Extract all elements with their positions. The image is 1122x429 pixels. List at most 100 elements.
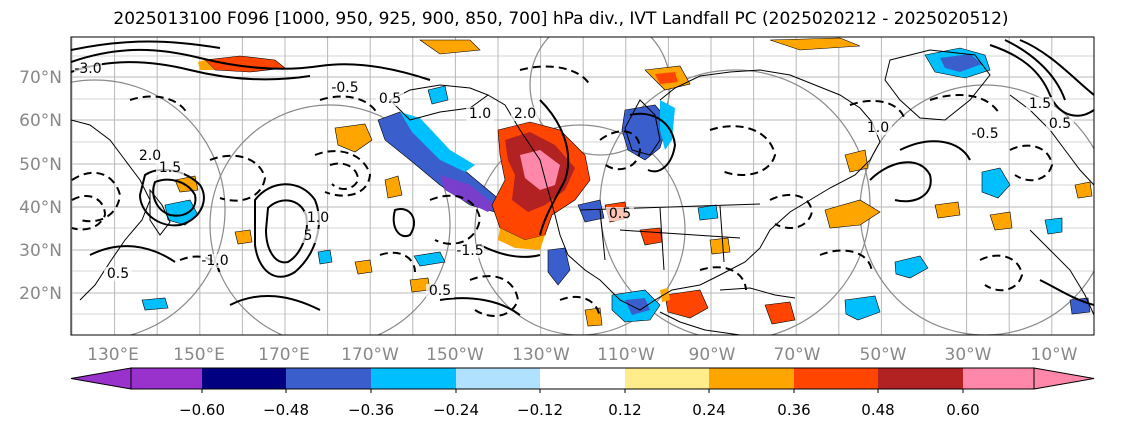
colorbar-bin <box>625 368 709 389</box>
neg-fill-pacific-edge <box>400 112 475 172</box>
contour-labels: -3.02.01.50.5-1.01.05-0.50.51.0 2.00.5-1.… <box>74 61 1074 299</box>
map-title: 2025013100 F096 [1000, 950, 925, 900, 85… <box>113 9 1009 29</box>
contour-label: 5 <box>304 228 313 244</box>
contour-na-center <box>629 112 677 173</box>
contour-label: 0.5 <box>429 283 451 299</box>
coast-caribbean <box>719 287 796 299</box>
colorbar: −0.60 −0.48 −0.36 −0.24 −0.12 0.12 0.24 0.36 0.4… <box>70 367 1095 419</box>
colorbar-bin <box>963 368 1034 389</box>
contour-label: 0.5 <box>379 91 401 107</box>
contour-label: -0.5 <box>331 80 358 96</box>
pos-fill-main-core <box>520 150 560 190</box>
neg-fill-east-atl <box>894 255 929 279</box>
colorbar-tick-label: −0.12 <box>517 401 563 419</box>
dashed-contour-18 <box>319 95 379 116</box>
dashed-contour-7 <box>599 130 642 171</box>
lon-label: 70°W <box>774 345 821 365</box>
colorbar-bin <box>456 368 540 389</box>
pos-fill-nepac <box>334 123 373 153</box>
contour-atlantic <box>869 161 932 203</box>
dashed-contour-13 <box>699 266 747 291</box>
contour-east-arctic-2 <box>1004 39 1066 101</box>
dashed-contour-14 <box>819 249 873 273</box>
neg-fill-small-4 <box>577 199 605 223</box>
coast-central-america <box>659 311 741 335</box>
dashed-contour-3 <box>209 154 267 202</box>
colorbar-bin <box>794 368 878 389</box>
lon-label: 150°E <box>173 345 225 365</box>
lat-label: 60°N <box>19 111 62 131</box>
neg-fill-small-3 <box>317 249 333 265</box>
contour-label: -0.5 <box>971 126 998 142</box>
pos-fill-arctic-2 <box>419 39 481 55</box>
dashed-contour-4 <box>314 150 372 197</box>
contour-label: 1.0 <box>867 120 889 136</box>
lon-label: 150°W <box>426 345 484 365</box>
pos-fill-main-edge <box>498 228 545 250</box>
contour-arctic-west-2 <box>71 61 311 81</box>
contour-arctic-west <box>71 48 431 81</box>
neg-fill-small-2 <box>141 297 169 311</box>
contour-label: 1.5 <box>1029 96 1051 112</box>
lon-label: 90°W <box>689 345 736 365</box>
map-frame <box>70 36 1095 336</box>
colorbar-tick-label: 0.24 <box>692 401 725 419</box>
lon-label: 50°W <box>860 345 907 365</box>
pos-fill-mid-3 <box>234 229 253 245</box>
contour-arctic-west-3 <box>71 40 221 51</box>
dashed-contour-5 <box>329 162 360 190</box>
lon-label: 10°W <box>1031 345 1078 365</box>
colorbar-tick-label: 0.36 <box>777 401 810 419</box>
colorbar-bin <box>540 368 625 389</box>
dashed-contour-2 <box>71 195 107 231</box>
contour-label: 2.0 <box>139 148 161 164</box>
pos-fill-carib <box>764 301 796 325</box>
neg-fill-arctic-east-core <box>940 54 982 72</box>
pos-fill-atl-3 <box>934 201 961 219</box>
dashed-contour-12 <box>469 275 520 317</box>
neg-fill-mexico <box>547 247 571 286</box>
contour-label: -1.5 <box>456 243 483 259</box>
contour-label: 0.5 <box>107 266 129 282</box>
colorbar-tick-label: 0.12 <box>608 401 641 419</box>
pos-fill-gulf-edge <box>660 288 670 302</box>
pos-fill-atl-4 <box>989 211 1013 231</box>
contour-east-arctic <box>989 44 1094 117</box>
pos-fill-mid-7 <box>584 307 603 327</box>
contour-label: -3.0 <box>74 61 101 77</box>
dashed-contour-11 <box>1009 144 1054 182</box>
divergence-dashed-contours <box>71 65 1054 319</box>
lon-label: 110°W <box>597 345 655 365</box>
dashed-contour-1 <box>71 171 122 223</box>
pos-fill-arctic-1-edge <box>198 60 215 70</box>
lat-label: 70°N <box>19 68 62 88</box>
pos-fill-mid-6 <box>1074 181 1093 199</box>
pos-fill-mid-4 <box>354 259 373 275</box>
pos-fill-arctic-3 <box>769 37 861 51</box>
gridlines <box>71 37 1094 335</box>
longitude-labels: 130°E 150°E 170°E 170°W 150°W 130°W 110°W 90°W 7… <box>87 345 1078 365</box>
dashed-contour-15 <box>979 254 1024 292</box>
coast-hudson-bay <box>624 99 661 156</box>
pos-fill-gulf <box>664 289 709 319</box>
pos-fill-mid-2 <box>709 237 731 255</box>
neg-fill-gulf-core <box>625 298 650 315</box>
colorbar-bin <box>202 368 286 389</box>
neg-fill-atlantic <box>981 167 1011 199</box>
contour-label: -1.0 <box>201 253 228 269</box>
lon-label: 30°W <box>945 345 992 365</box>
colorbar-tick-label: −0.36 <box>348 401 394 419</box>
lon-label: 130°E <box>87 345 139 365</box>
coast-us-borders <box>579 203 761 271</box>
contour-label: 2.0 <box>514 106 536 122</box>
contour-east-arctic-3 <box>1019 39 1094 96</box>
coast-greenland <box>884 49 991 121</box>
dashed-contour-19 <box>129 95 189 116</box>
contour-southwest <box>479 244 541 258</box>
colorbar-tick-label: −0.60 <box>179 401 225 419</box>
dashed-contour-21 <box>559 295 601 319</box>
pos-fill-atl-1 <box>824 199 881 229</box>
neg-fill-small-7 <box>1044 217 1063 235</box>
lat-label: 30°N <box>19 241 62 261</box>
